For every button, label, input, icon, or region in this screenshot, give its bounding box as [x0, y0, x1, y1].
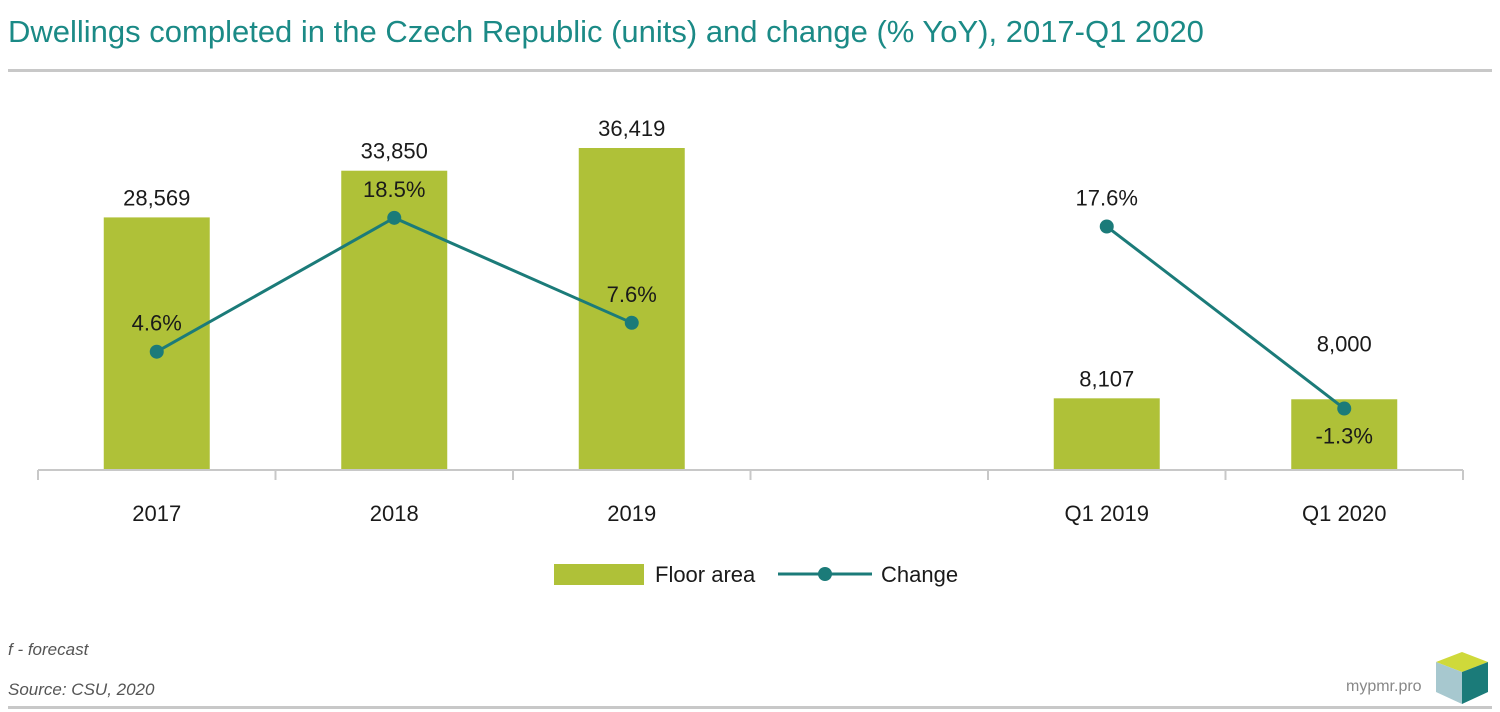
change-point-4: [1099, 219, 1114, 234]
change-value-label-4: 17.6%: [1076, 186, 1138, 211]
source-note: Source: CSU, 2020: [8, 680, 155, 699]
bar-value-label-4: 8,107: [1079, 366, 1134, 391]
x-tick-label-5: Q1 2020: [1302, 501, 1386, 526]
brand-text: mypmr.pro: [1346, 678, 1422, 695]
change-value-label-5: -1.3%: [1316, 424, 1373, 449]
legend-swatch-change-marker: [818, 567, 832, 581]
bar-value-label-2: 36,419: [598, 116, 665, 141]
change-point-5: [1337, 401, 1352, 416]
bar-0: [103, 217, 210, 470]
forecast-note: f - forecast: [8, 640, 89, 659]
legend-label-floor-area: Floor area: [655, 562, 756, 587]
x-tick-label-0: 2017: [132, 501, 181, 526]
title-divider: [8, 69, 1492, 72]
bar-value-label-0: 28,569: [123, 185, 190, 210]
x-tick-label-2: 2019: [607, 501, 656, 526]
change-point-0: [149, 344, 164, 359]
brand-logo-icon: [1436, 652, 1488, 704]
change-line-1: [1105, 225, 1346, 410]
change-value-label-1: 18.5%: [363, 177, 425, 202]
change-point-2: [624, 315, 639, 330]
x-tick-label-1: 2018: [370, 501, 419, 526]
bar-value-label-5: 8,000: [1317, 331, 1372, 356]
change-value-label-2: 7.6%: [607, 282, 657, 307]
bottom-divider: [8, 706, 1492, 709]
bar-2: [578, 148, 685, 470]
change-value-label-0: 4.6%: [132, 311, 182, 336]
change-point-1: [387, 210, 402, 225]
x-tick-label-4: Q1 2019: [1065, 501, 1149, 526]
bar-value-label-1: 33,850: [361, 139, 428, 164]
bar-4: [1053, 398, 1160, 470]
legend-swatch-floor-area: [554, 564, 644, 585]
legend-label-change: Change: [881, 562, 958, 587]
chart-title: Dwellings completed in the Czech Republi…: [8, 14, 1204, 49]
chart: 2017 2018 2019 Q1 2019 Q1 2020 28,569 33,850 36…: [37, 116, 1464, 587]
